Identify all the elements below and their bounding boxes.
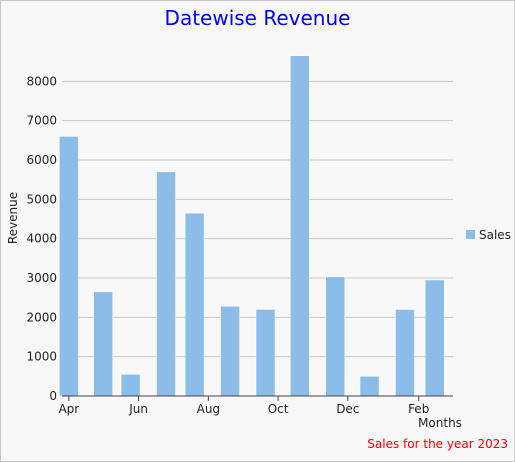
bar[interactable] bbox=[255, 309, 276, 397]
bar[interactable] bbox=[290, 55, 310, 397]
x-tick-label: Oct bbox=[268, 402, 289, 416]
y-tick-label: 7000 bbox=[26, 114, 57, 128]
y-tick-label: 3000 bbox=[26, 271, 57, 285]
x-tick-label: Apr bbox=[58, 402, 79, 416]
bar[interactable] bbox=[395, 309, 415, 397]
x-tick-label: Feb bbox=[408, 402, 429, 416]
bar[interactable] bbox=[120, 374, 141, 397]
y-axis-title: Revenue bbox=[6, 192, 20, 244]
y-tick-labels: 0 1000 2000 3000 4000 5000 6000 7000 8000 bbox=[26, 74, 57, 403]
y-tick-label: 1000 bbox=[26, 350, 57, 364]
chart-subtitle: Sales for the year 2023 bbox=[367, 437, 508, 451]
legend-label: Sales bbox=[479, 228, 511, 242]
bar[interactable] bbox=[156, 171, 176, 397]
y-tick-label: 2000 bbox=[26, 310, 57, 324]
bar[interactable] bbox=[93, 291, 113, 397]
bars bbox=[59, 55, 445, 397]
bar[interactable] bbox=[59, 136, 79, 397]
gridlines bbox=[62, 80, 453, 358]
y-tick-label: 5000 bbox=[26, 192, 57, 206]
bar[interactable] bbox=[424, 279, 445, 397]
bar[interactable] bbox=[220, 306, 240, 397]
bar[interactable] bbox=[359, 376, 380, 397]
bar[interactable] bbox=[184, 212, 205, 397]
chart-title: Datewise Revenue bbox=[164, 6, 351, 30]
axes bbox=[62, 395, 453, 401]
x-tick-label: Aug bbox=[197, 402, 220, 416]
bar[interactable] bbox=[325, 276, 345, 397]
y-tick-label: 8000 bbox=[26, 74, 57, 88]
x-axis-title: Months bbox=[418, 416, 462, 430]
y-tick-label: 4000 bbox=[26, 232, 57, 246]
legend[interactable]: Sales bbox=[466, 228, 511, 242]
y-tick-label: 0 bbox=[49, 389, 57, 403]
legend-swatch bbox=[466, 230, 475, 239]
x-tick-label: Jun bbox=[128, 402, 148, 416]
x-tick-label: Dec bbox=[336, 402, 359, 416]
y-tick-label: 6000 bbox=[26, 153, 57, 167]
x-tick-labels: Apr Jun Aug Oct Dec Feb bbox=[58, 402, 429, 416]
